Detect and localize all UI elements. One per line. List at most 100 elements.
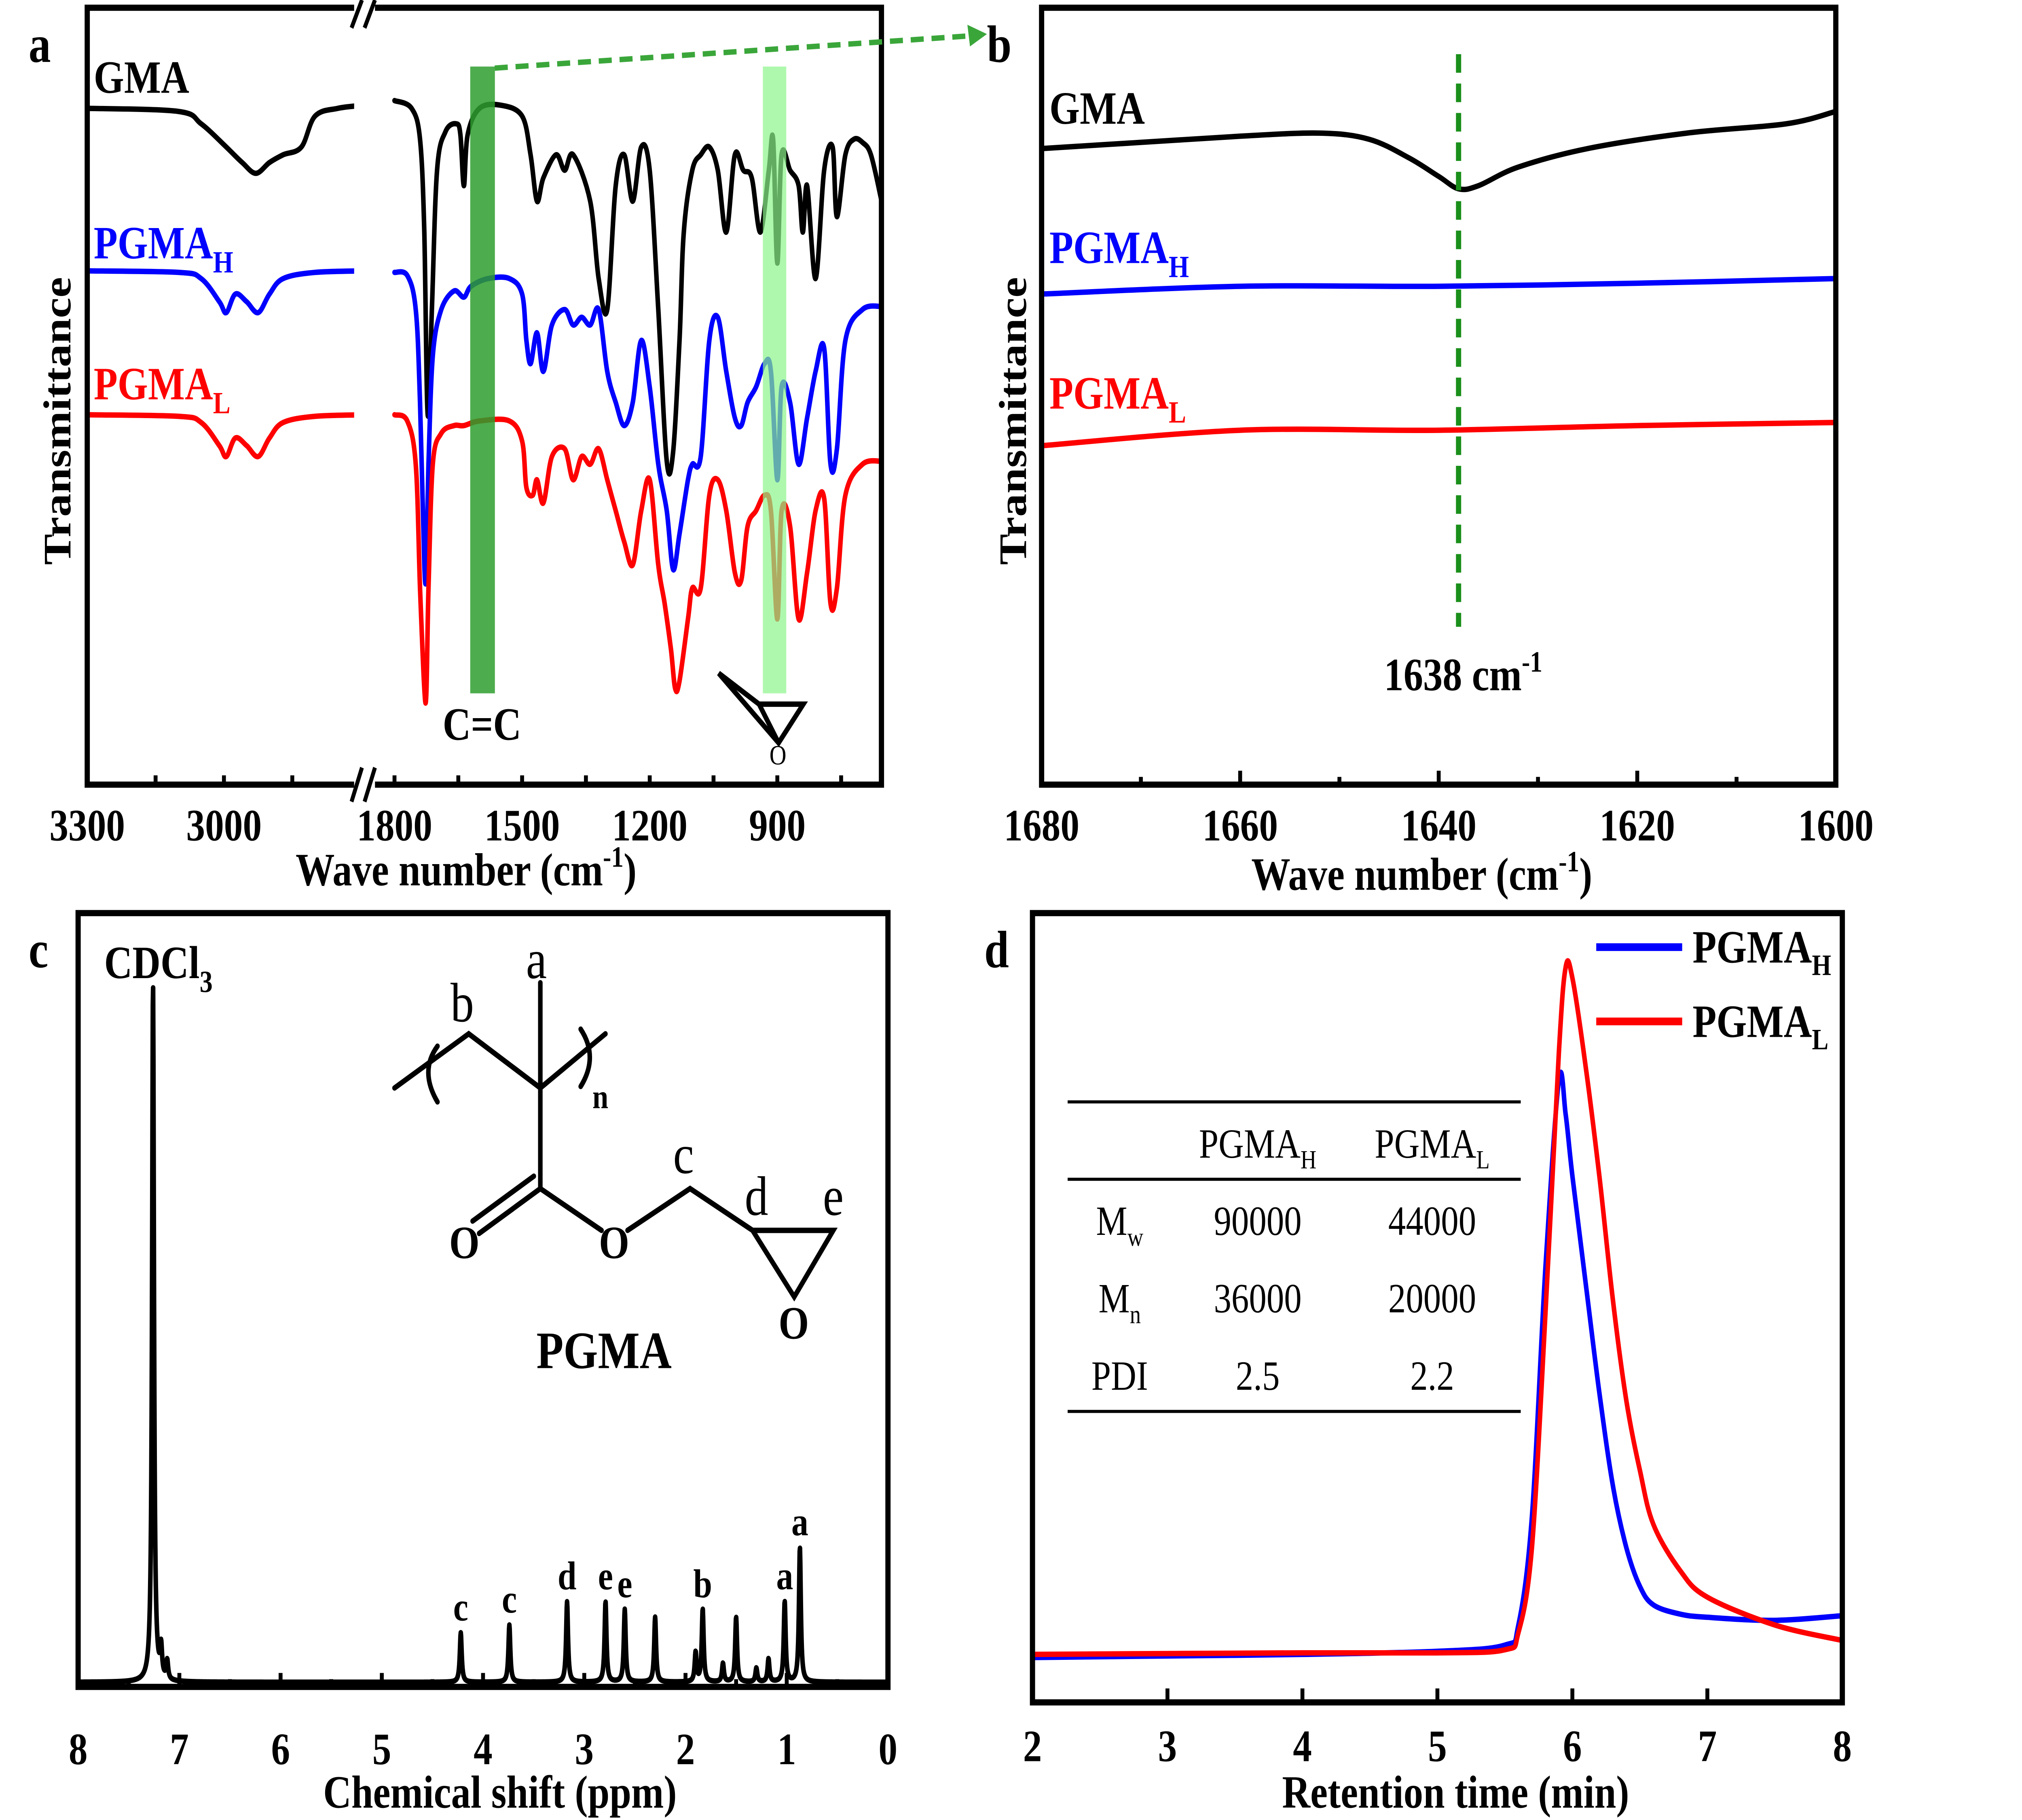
x-tick-label: 3300	[49, 801, 125, 850]
svg-text:c: c	[673, 1124, 694, 1186]
y-axis-label-b: Transmittance	[991, 277, 1034, 565]
series-label-name: PGMA	[1049, 367, 1169, 419]
series-pgma-h-left	[85, 268, 367, 316]
panel-letter-d: d	[984, 921, 1009, 979]
table-cell: 36000	[1214, 1275, 1301, 1322]
x-tick-label: 4	[1293, 1722, 1312, 1771]
axis-break-gap	[354, 0, 375, 793]
legend-label-sub: L	[1812, 1023, 1828, 1056]
peak-label: a	[791, 1499, 808, 1544]
panel-letter-c: c	[29, 921, 49, 979]
x-tick-label: 1680	[1004, 801, 1079, 850]
x-tick-label: 1200	[612, 801, 687, 850]
x-tick-label: 1	[777, 1725, 796, 1774]
axis-break-icon	[349, 0, 377, 803]
table-header: PGMAL	[1375, 1120, 1490, 1175]
plot-frame-a	[85, 4, 884, 788]
series-label-name: PGMA	[94, 358, 213, 410]
svg-text:n: n	[592, 1078, 608, 1116]
x-axis-label-d: Retention time (min)	[1282, 1766, 1629, 1818]
legend-label-sub: H	[1812, 949, 1831, 981]
cc-band	[470, 66, 495, 693]
molecular-weight-table: PGMAH PGMAL Mw 90000 44000 Mn 36000 2000…	[1068, 1100, 1521, 1413]
svg-text:O: O	[449, 1217, 480, 1268]
x-tick-label: 4	[474, 1725, 493, 1774]
panel-letter-b: b	[987, 15, 1011, 74]
x-tick-label: 8	[1833, 1722, 1852, 1771]
panel-c-nmr: c Chemical shift (ppm) CDCl3 c cd e e b aa8 7 6…	[29, 910, 897, 1818]
series-label-name: PGMA	[1049, 222, 1169, 273]
series-b-2	[1039, 420, 1838, 448]
pgma-structure: a b c d e n O O O PGMA	[392, 929, 844, 1380]
x-tick-label: 1640	[1401, 801, 1476, 850]
x-tick-label: 6	[271, 1725, 290, 1774]
x-tick-label: 3	[1158, 1722, 1177, 1771]
series-label-name: GMA	[1049, 82, 1145, 134]
series-label-sub: H	[1169, 250, 1189, 284]
green-arrow	[495, 25, 987, 71]
table-header: PGMAH	[1199, 1120, 1317, 1175]
legend-label-name: PGMA	[1692, 921, 1812, 973]
legend-label: PGMAL	[1692, 996, 1828, 1056]
x-tick-label: 3000	[186, 801, 262, 850]
nmr-spectrum	[76, 985, 890, 1685]
series-pgma-l-right	[392, 412, 884, 706]
x-tick-label: 0	[878, 1725, 897, 1774]
table-cell: 90000	[1214, 1198, 1301, 1244]
x-tick-label: 5	[1428, 1722, 1447, 1771]
peak-label: c	[502, 1577, 517, 1621]
legend-label: PGMAH	[1692, 921, 1831, 982]
epoxide-band	[763, 66, 787, 693]
series-label-name: GMA	[94, 51, 189, 103]
series-label-sub: L	[1169, 395, 1186, 429]
x-axis-label-b: Wave number (cm-1)	[1251, 845, 1592, 900]
series-label: GMA	[1049, 82, 1145, 134]
series-label-sub: L	[213, 386, 231, 420]
peak-label: e	[617, 1561, 632, 1606]
cc-annotation: C=C	[443, 698, 522, 750]
series-label-name: PGMA	[94, 217, 213, 268]
svg-text:d: d	[745, 1165, 768, 1227]
x-tick-label: 1500	[484, 801, 560, 850]
x-tick-label: 900	[749, 801, 806, 850]
table-row-label: Mw	[1096, 1198, 1143, 1252]
series-label: PGMAH	[1049, 222, 1189, 284]
series-label: PGMAH	[94, 217, 233, 279]
table-cell: 20000	[1388, 1275, 1476, 1322]
plot-frame-c	[75, 910, 891, 1690]
series-gma-left	[85, 102, 367, 176]
series-label: GMA	[94, 51, 189, 103]
peak-label: a	[776, 1554, 793, 1598]
x-tick-label: 1660	[1202, 801, 1278, 850]
table-cell: 44000	[1388, 1198, 1476, 1244]
panel-b-ftir-zoom: b Transmittance Wave number (cm-1) GMA PG…	[987, 4, 1874, 900]
table-row-label: Mn	[1099, 1275, 1141, 1330]
legend-label-name: PGMA	[1692, 996, 1812, 1047]
series-label: PGMAL	[94, 358, 231, 421]
marker-label-1638: 1638 cm-1	[1384, 645, 1542, 700]
peak-label: d	[558, 1554, 577, 1598]
solvent-label: CDCl3	[104, 936, 213, 999]
series-label: PGMAL	[1049, 367, 1186, 430]
x-axis-label-a: Wave number (cm-1)	[296, 840, 637, 895]
svg-text:b: b	[451, 972, 474, 1034]
x-tick-label: 1800	[357, 801, 432, 850]
y-axis-label-a: Transmittance	[35, 277, 78, 565]
x-tick-label: 3	[575, 1725, 594, 1774]
svg-text:O: O	[599, 1217, 629, 1268]
panel-a-ftir: a Transmittance Wave number (cm-1) GMA PG…	[29, 0, 987, 895]
svg-text:O: O	[770, 740, 787, 771]
table-cell: 2.5	[1236, 1353, 1280, 1399]
series-pgma-h-right	[392, 269, 884, 587]
svg-text:a: a	[526, 929, 547, 991]
x-tick-label: 2	[1023, 1722, 1042, 1771]
gpc-series-l	[1030, 958, 1845, 1657]
peak-label: e	[598, 1554, 613, 1598]
svg-text:O: O	[778, 1297, 809, 1349]
panel-letter-a: a	[29, 15, 51, 74]
structure-name: PGMA	[536, 1322, 671, 1380]
svg-text:e: e	[823, 1165, 844, 1227]
x-tick-label: 7	[1698, 1722, 1717, 1771]
